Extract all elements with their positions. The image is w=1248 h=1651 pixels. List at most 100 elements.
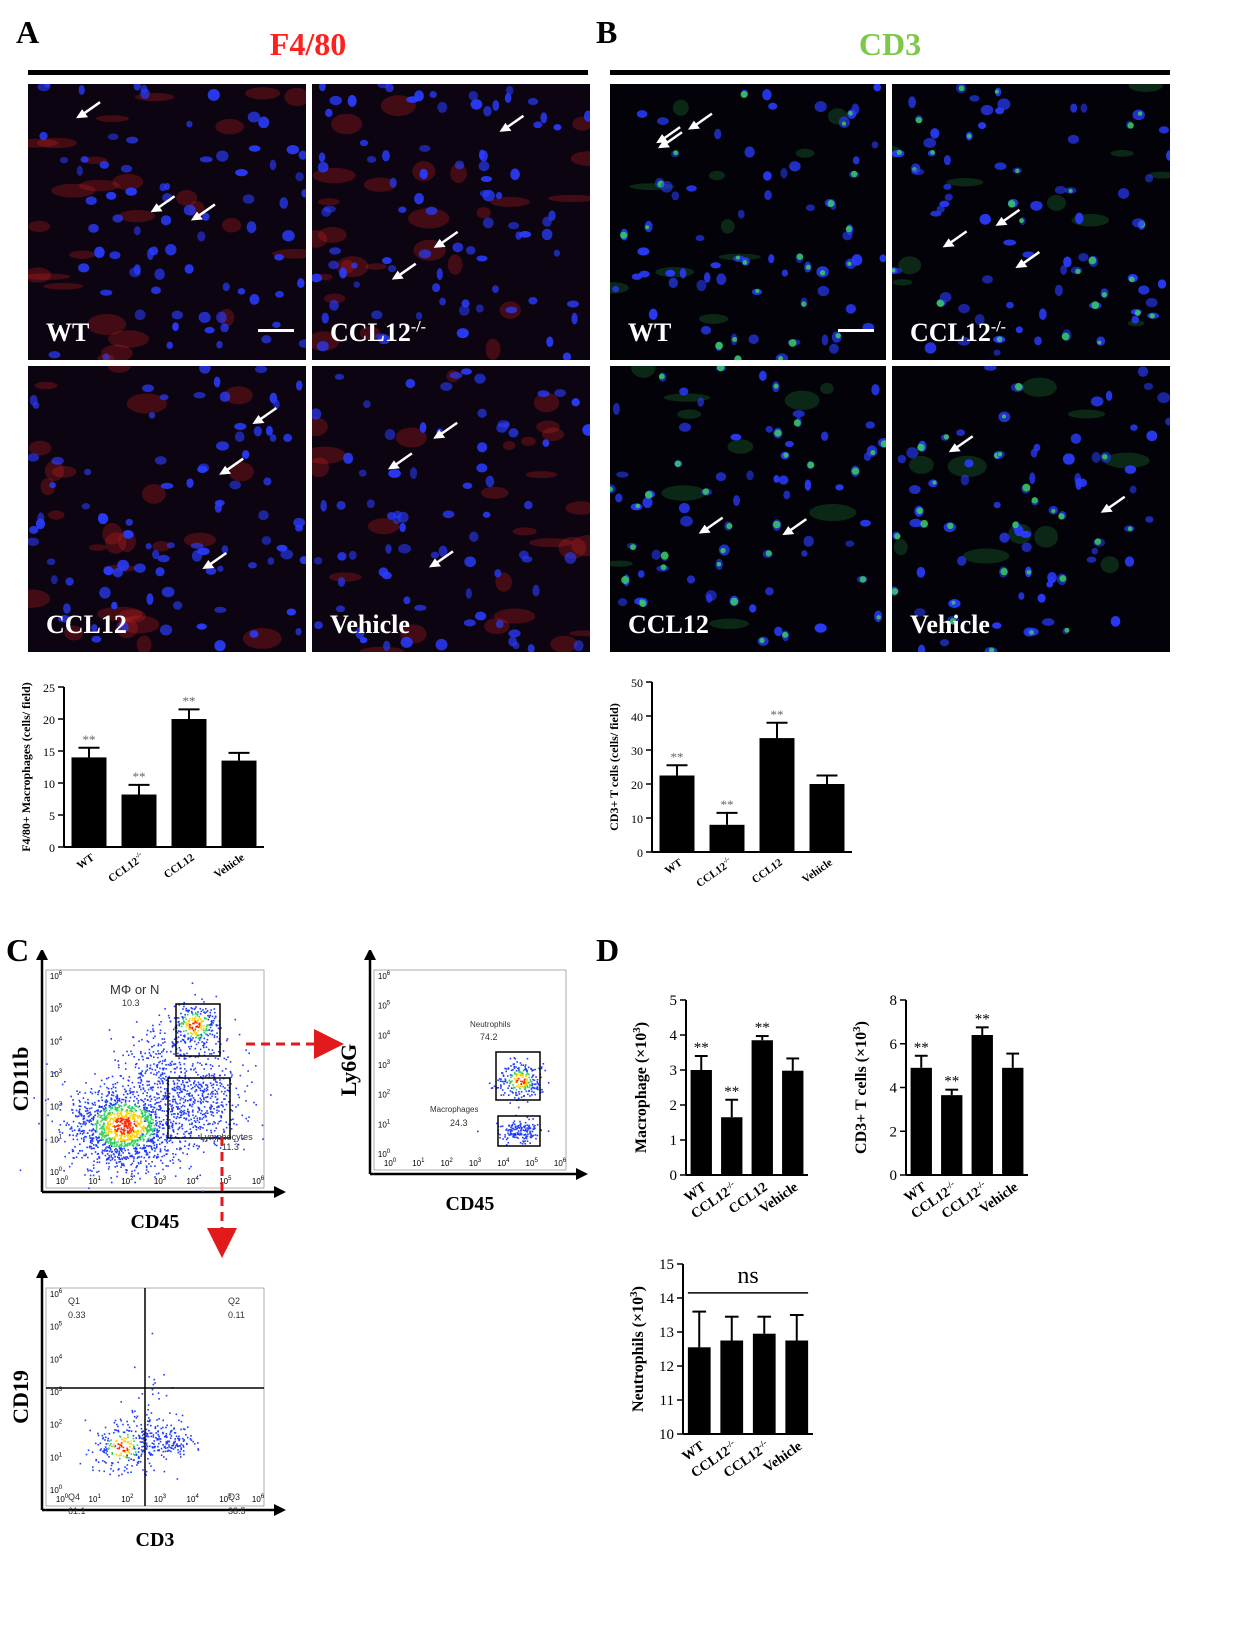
error-bar <box>789 1314 804 1341</box>
error-bar <box>914 1054 928 1068</box>
svg-text:103: 103 <box>469 1158 482 1168</box>
significance-marker: ** <box>694 1040 709 1056</box>
micrograph-label: Vehicle <box>330 610 410 639</box>
micrograph-cells <box>610 366 886 652</box>
svg-text:100: 100 <box>50 1167 63 1177</box>
gate-label: Q3 <box>228 1492 240 1502</box>
y-tick-label: 3 <box>670 1063 678 1079</box>
y-axis-label: CD11b <box>8 1047 33 1112</box>
y-tick-label: 8 <box>890 993 898 1009</box>
panel-a-letter: A <box>16 14 40 50</box>
svg-text:104: 104 <box>187 1494 200 1504</box>
flow-plot-cd11b-cd45: 1001001011011021021031031041041051051061… <box>8 950 286 1233</box>
chart-a-macrophage-bars: 0 5 10 15 20 25 F4/80+ Macrophages (cells/ fie… <box>19 681 264 885</box>
scale-bar <box>838 329 874 332</box>
cell-arrow-icon <box>391 262 417 280</box>
gate-label: 74.2 <box>480 1032 498 1042</box>
bar <box>171 719 207 847</box>
svg-text:100: 100 <box>56 1176 69 1186</box>
svg-text:106: 106 <box>554 1158 567 1168</box>
gate-label: MΦ or N <box>110 982 159 997</box>
micrograph-label: WT <box>628 318 672 347</box>
micrograph-b-ko: CCL12-/- <box>892 84 1170 360</box>
panel-a-rule <box>28 70 588 75</box>
svg-text:101: 101 <box>50 1452 63 1462</box>
svg-text:105: 105 <box>378 1001 391 1011</box>
significance-marker: ** <box>721 797 734 812</box>
bar <box>720 1340 744 1434</box>
cell-arrow-icon <box>202 551 228 569</box>
svg-text:104: 104 <box>187 1176 200 1186</box>
error-bar <box>128 783 150 795</box>
error-bar <box>757 1315 772 1334</box>
cell-arrow-icon <box>433 230 459 248</box>
gate-label: 11.3 <box>222 1142 239 1152</box>
significance-marker: ** <box>183 693 196 708</box>
bar <box>809 784 845 852</box>
cell-arrow-icon <box>948 435 974 453</box>
error-bar <box>694 1055 708 1070</box>
y-axis-label: Macrophage (×103) <box>631 1022 650 1153</box>
panel-b-title: CD3 <box>858 26 922 62</box>
y-tick-label: 13 <box>659 1325 674 1341</box>
svg-text:103: 103 <box>378 1060 391 1070</box>
micrograph-label: CCL12 <box>628 610 709 639</box>
panel-c-letter: C <box>6 932 30 968</box>
svg-text:104: 104 <box>497 1158 510 1168</box>
micrograph-cells <box>610 84 886 360</box>
error-bar <box>816 774 838 784</box>
svg-text:105: 105 <box>50 1004 63 1014</box>
y-tick-label: 6 <box>890 1037 898 1053</box>
bar <box>1002 1067 1024 1175</box>
micrograph-a-ko: CCL12-/- <box>312 84 590 360</box>
error-bar <box>666 764 688 776</box>
bar <box>659 775 695 852</box>
y-tick-label: 40 <box>631 710 643 724</box>
x-axis-label: CD45 <box>131 1211 180 1233</box>
y-axis-label: Neutrophils (×103) <box>628 1286 647 1412</box>
svg-text:101: 101 <box>50 1134 63 1144</box>
error-bar <box>1006 1052 1020 1068</box>
micrograph-label: CCL12 <box>46 610 127 639</box>
cell-arrow-icon <box>190 203 216 221</box>
cell-arrow-icon <box>782 518 808 536</box>
gate-label: Q1 <box>68 1296 80 1306</box>
micrograph-b-wt: WT <box>610 84 886 360</box>
micrograph-b-vehicle: Vehicle <box>892 366 1170 652</box>
svg-text:100: 100 <box>50 1485 63 1495</box>
significance-marker: ** <box>83 732 96 747</box>
error-bar <box>725 1098 739 1118</box>
y-tick-label: 14 <box>659 1291 675 1307</box>
cell-arrow-icon <box>433 421 458 439</box>
bar <box>782 1070 804 1175</box>
y-axis-label: CD3+ T cells (×103) <box>851 1021 870 1154</box>
gate-label: 38.5 <box>228 1506 246 1516</box>
svg-text:105: 105 <box>219 1176 232 1186</box>
gate-label: Q4 <box>68 1492 80 1502</box>
svg-text:100: 100 <box>56 1494 69 1504</box>
svg-text:100: 100 <box>384 1158 397 1168</box>
scale-bar <box>258 329 294 332</box>
y-axis-label: CD19 <box>8 1370 33 1424</box>
y-tick-label: 10 <box>43 777 55 791</box>
bar <box>910 1067 932 1175</box>
bar <box>785 1340 809 1434</box>
y-tick-label: 4 <box>670 1028 678 1044</box>
cell-arrow-icon <box>150 195 176 213</box>
micrograph-cells <box>312 366 590 652</box>
error-bar <box>755 1035 769 1041</box>
bar <box>751 1040 773 1175</box>
panel-a-title: F4/80 <box>269 26 347 62</box>
micrograph-label: Vehicle <box>910 610 990 639</box>
svg-text:101: 101 <box>378 1119 391 1129</box>
cell-arrow-icon <box>687 112 713 130</box>
bar <box>690 1070 712 1175</box>
y-tick-label: 2 <box>890 1124 898 1140</box>
y-tick-label: 5 <box>49 809 55 823</box>
significance-marker: ** <box>975 1011 990 1027</box>
significance-marker: ** <box>944 1074 959 1090</box>
gate-label: Q2 <box>228 1296 240 1306</box>
y-tick-label: 10 <box>631 812 643 826</box>
significance-marker: ** <box>755 1020 770 1036</box>
